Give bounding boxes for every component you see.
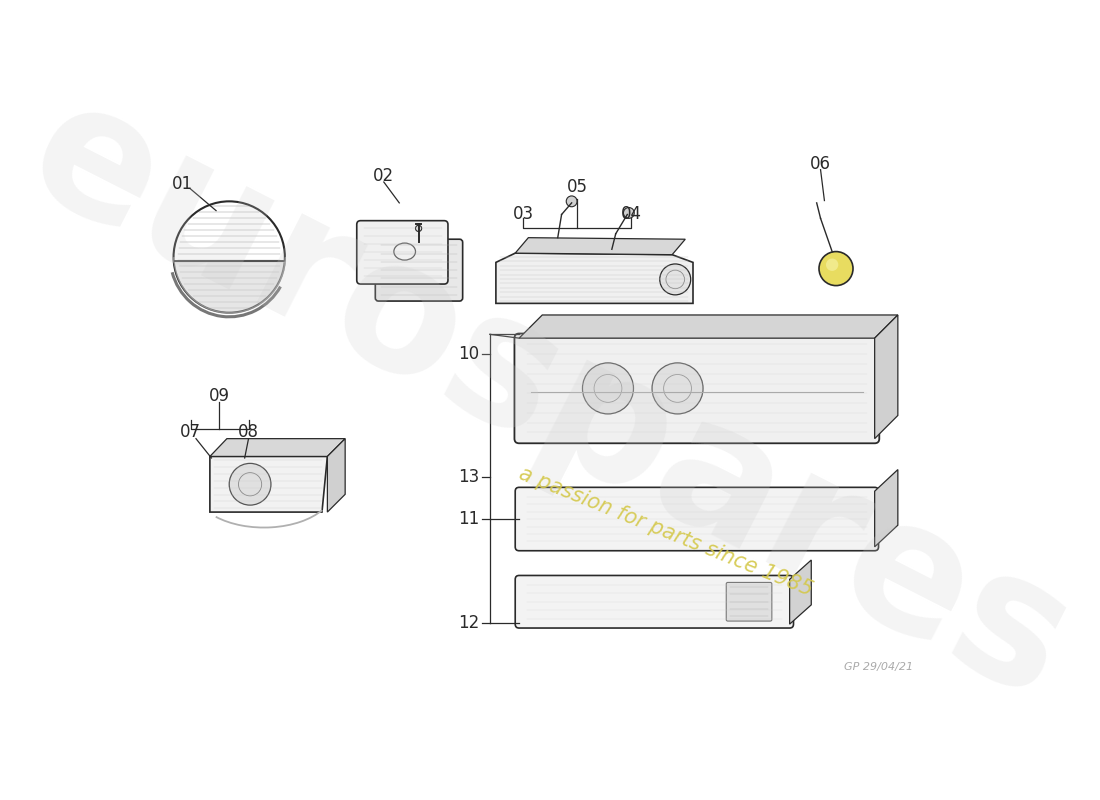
Text: a passion for parts since 1985: a passion for parts since 1985 [516, 463, 816, 600]
Text: 05: 05 [566, 178, 587, 197]
Circle shape [820, 251, 852, 286]
FancyBboxPatch shape [726, 582, 772, 621]
Text: 10: 10 [459, 345, 480, 362]
Circle shape [583, 363, 634, 414]
Circle shape [624, 207, 635, 218]
Text: 03: 03 [513, 206, 534, 223]
FancyBboxPatch shape [515, 334, 879, 443]
Polygon shape [515, 238, 685, 254]
Polygon shape [496, 253, 693, 303]
FancyBboxPatch shape [515, 575, 793, 628]
Text: 09: 09 [209, 387, 230, 405]
Text: 07: 07 [180, 423, 201, 442]
Text: 12: 12 [459, 614, 480, 632]
Circle shape [660, 264, 691, 295]
Polygon shape [874, 470, 898, 547]
Text: 06: 06 [810, 155, 830, 174]
Text: 11: 11 [459, 510, 480, 528]
Polygon shape [210, 438, 345, 457]
FancyBboxPatch shape [515, 487, 879, 550]
Text: 01: 01 [173, 174, 194, 193]
FancyBboxPatch shape [375, 239, 463, 301]
Text: eurospares: eurospares [2, 62, 1098, 738]
Polygon shape [790, 560, 812, 624]
Circle shape [652, 363, 703, 414]
Text: 04: 04 [620, 206, 641, 223]
Text: 02: 02 [373, 167, 395, 185]
Text: 08: 08 [238, 423, 258, 442]
FancyBboxPatch shape [356, 221, 448, 284]
Circle shape [826, 258, 838, 271]
Polygon shape [519, 315, 898, 338]
Polygon shape [874, 315, 898, 438]
Circle shape [229, 463, 271, 505]
Text: 13: 13 [459, 468, 480, 486]
Circle shape [416, 226, 421, 231]
Circle shape [566, 196, 578, 206]
Polygon shape [328, 438, 345, 512]
Text: GP 29/04/21: GP 29/04/21 [844, 662, 913, 672]
Polygon shape [210, 457, 328, 512]
